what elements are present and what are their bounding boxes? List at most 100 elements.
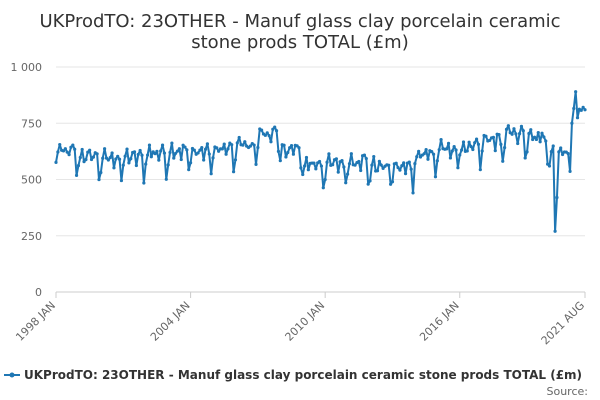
- data-point[interactable]: [241, 143, 245, 147]
- data-point[interactable]: [127, 161, 131, 165]
- data-point[interactable]: [523, 156, 527, 160]
- data-point[interactable]: [506, 124, 510, 128]
- data-point[interactable]: [327, 152, 331, 156]
- data-point[interactable]: [276, 149, 281, 153]
- data-point[interactable]: [121, 163, 125, 167]
- data-point[interactable]: [413, 161, 417, 166]
- data-point[interactable]: [458, 153, 462, 157]
- data-point[interactable]: [114, 157, 118, 161]
- data-point[interactable]: [69, 145, 73, 149]
- data-point[interactable]: [340, 158, 344, 163]
- data-point[interactable]: [54, 160, 58, 164]
- data-point[interactable]: [493, 149, 497, 153]
- data-point[interactable]: [446, 141, 451, 146]
- data-point[interactable]: [172, 156, 176, 160]
- data-point[interactable]: [504, 127, 509, 131]
- data-point[interactable]: [319, 164, 324, 168]
- data-point[interactable]: [531, 137, 535, 142]
- data-point[interactable]: [286, 150, 290, 155]
- data-point[interactable]: [501, 159, 505, 163]
- data-point[interactable]: [448, 156, 453, 160]
- data-point[interactable]: [198, 148, 202, 152]
- data-point[interactable]: [325, 160, 329, 164]
- data-point[interactable]: [525, 150, 529, 154]
- data-point[interactable]: [288, 146, 292, 150]
- data-point[interactable]: [142, 181, 146, 185]
- data-point[interactable]: [138, 148, 142, 153]
- data-point[interactable]: [188, 161, 193, 165]
- data-point[interactable]: [510, 132, 514, 136]
- data-point[interactable]: [162, 151, 167, 155]
- data-point[interactable]: [574, 90, 578, 94]
- data-point[interactable]: [230, 143, 234, 147]
- data-point[interactable]: [454, 148, 458, 152]
- data-point[interactable]: [129, 157, 133, 161]
- data-point[interactable]: [132, 150, 137, 154]
- data-point[interactable]: [82, 160, 86, 164]
- data-point[interactable]: [559, 146, 563, 150]
- data-point[interactable]: [426, 157, 430, 161]
- data-point[interactable]: [512, 127, 516, 131]
- data-point[interactable]: [469, 144, 473, 149]
- data-point[interactable]: [88, 148, 92, 152]
- data-point[interactable]: [177, 147, 181, 151]
- data-point[interactable]: [134, 163, 138, 168]
- data-point[interactable]: [217, 149, 221, 153]
- data-point[interactable]: [273, 125, 277, 129]
- data-point[interactable]: [379, 163, 383, 167]
- data-point[interactable]: [67, 153, 71, 157]
- data-point[interactable]: [237, 135, 241, 140]
- data-point[interactable]: [71, 143, 75, 147]
- data-point[interactable]: [389, 182, 393, 186]
- data-point[interactable]: [159, 149, 163, 153]
- data-point[interactable]: [532, 135, 537, 139]
- data-point[interactable]: [58, 142, 62, 147]
- data-point[interactable]: [566, 152, 570, 156]
- data-point[interactable]: [396, 166, 400, 170]
- data-point[interactable]: [149, 155, 153, 159]
- data-point[interactable]: [314, 167, 318, 171]
- data-point[interactable]: [375, 169, 380, 173]
- data-point[interactable]: [284, 155, 288, 159]
- data-point[interactable]: [164, 177, 168, 181]
- data-point[interactable]: [185, 148, 189, 152]
- data-point[interactable]: [73, 147, 77, 151]
- data-point[interactable]: [435, 159, 439, 163]
- data-point[interactable]: [471, 147, 475, 152]
- data-point[interactable]: [248, 144, 252, 148]
- data-point[interactable]: [439, 138, 443, 142]
- data-point[interactable]: [568, 169, 572, 173]
- data-point[interactable]: [409, 167, 413, 171]
- data-point[interactable]: [381, 166, 385, 170]
- data-point[interactable]: [233, 158, 238, 162]
- data-point[interactable]: [422, 152, 426, 156]
- data-point[interactable]: [56, 150, 60, 154]
- data-point[interactable]: [394, 161, 398, 165]
- data-point[interactable]: [362, 153, 367, 157]
- data-point[interactable]: [540, 131, 544, 135]
- data-point[interactable]: [84, 158, 88, 162]
- data-point[interactable]: [417, 149, 421, 153]
- data-point[interactable]: [282, 143, 286, 147]
- data-point[interactable]: [583, 108, 587, 112]
- data-point[interactable]: [579, 108, 583, 112]
- data-point[interactable]: [76, 164, 81, 168]
- data-point[interactable]: [78, 155, 82, 160]
- data-point[interactable]: [155, 149, 159, 153]
- data-point[interactable]: [476, 142, 481, 146]
- data-point[interactable]: [265, 131, 269, 135]
- data-point[interactable]: [536, 131, 540, 135]
- data-point[interactable]: [224, 152, 228, 156]
- data-point[interactable]: [445, 147, 449, 151]
- data-point[interactable]: [473, 141, 477, 145]
- data-point[interactable]: [542, 135, 546, 139]
- data-point[interactable]: [497, 132, 501, 137]
- data-point[interactable]: [424, 147, 428, 152]
- data-point[interactable]: [123, 154, 127, 158]
- data-point[interactable]: [203, 147, 208, 151]
- data-point[interactable]: [553, 229, 557, 233]
- data-point[interactable]: [103, 147, 107, 151]
- data-point[interactable]: [402, 161, 406, 165]
- data-point[interactable]: [538, 140, 542, 144]
- data-point[interactable]: [63, 147, 67, 151]
